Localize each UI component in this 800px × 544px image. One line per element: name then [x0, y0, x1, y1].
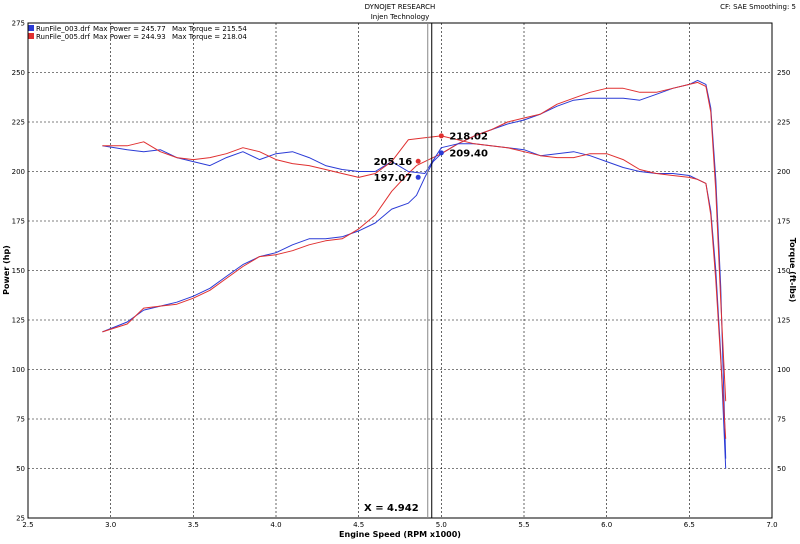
annotation-marker: [438, 133, 444, 139]
annotations: 218.02 209.40 205.16 197.07: [374, 131, 488, 183]
x-tick-label: 6.5: [684, 521, 695, 529]
y-tick-label: 250: [12, 69, 25, 77]
x-tick-label: 7.0: [766, 521, 777, 529]
cursor-readout: X = 4.942: [364, 503, 419, 514]
x-tick-label: 6.0: [601, 521, 612, 529]
legend-file-run-003: RunFile_003.drf: [36, 25, 91, 33]
chart-subtitle: Injen Technology: [371, 13, 430, 21]
y2-tick-label: 75: [777, 416, 786, 424]
series-line-runfile-003-drf-torque: [102, 143, 727, 469]
annotation-label: 197.07: [374, 173, 413, 184]
y-tick-label: 200: [12, 168, 25, 176]
annotation-marker: [438, 150, 444, 156]
y-tick-label: 125: [12, 317, 25, 325]
y2-tick-label: 175: [777, 218, 790, 226]
y2-axis-label: Torque (ft-lbs): [788, 238, 797, 303]
series-line-runfile-005-drf-torque: [102, 135, 727, 439]
y-tick-label: 275: [12, 20, 25, 28]
y2-tick-label: 125: [777, 317, 790, 325]
legend-power-run-005: Max Power = 244.93: [93, 33, 166, 41]
y-axis-label: Power (hp): [2, 245, 11, 295]
correction-info: CF: SAE Smoothing: 5: [720, 3, 796, 11]
y-tick-label: 175: [12, 218, 25, 226]
y-tick-label: 75: [16, 416, 25, 424]
y2-tick-label: 150: [777, 267, 790, 275]
chart-title: DYNOJET RESEARCH: [365, 3, 436, 11]
y2-tick-label: 100: [777, 366, 790, 374]
annotation-label: 218.02: [449, 131, 488, 142]
legend: RunFile_003.drf Max Power = 245.77 Max T…: [28, 25, 247, 41]
y-tick-label: 25: [16, 515, 25, 523]
annotation-label: 209.40: [449, 148, 488, 159]
y-tick-label: 50: [16, 465, 25, 473]
annotation-label: 205.16: [374, 157, 413, 168]
series-lines: [102, 79, 727, 469]
legend-torque-run-005: Max Torque = 218.04: [172, 33, 247, 41]
legend-torque-run-003: Max Torque = 215.54: [172, 25, 247, 33]
x-tick-label: 3.0: [105, 521, 116, 529]
x-tick-label: 3.5: [188, 521, 199, 529]
y-tick-label: 100: [12, 366, 25, 374]
y2-tick-label: 225: [777, 119, 790, 127]
y2-tick-label: 200: [777, 168, 790, 176]
x-tick-label: 4.0: [270, 521, 281, 529]
legend-swatch-run-003: [28, 25, 34, 31]
annotation-marker: [415, 158, 421, 164]
x-tick-label: 5.0: [436, 521, 447, 529]
x-tick-label: 5.5: [518, 521, 529, 529]
legend-power-run-003: Max Power = 245.77: [93, 25, 166, 33]
y2-tick-label: 250: [777, 69, 790, 77]
grid: [28, 23, 772, 518]
y2-tick-label: 50: [777, 465, 786, 473]
x-tick-label: 4.5: [353, 521, 364, 529]
legend-file-run-005: RunFile_005.drf: [36, 33, 91, 41]
legend-swatch-run-005: [28, 33, 34, 39]
axis-ticks: 2.5 3.0 3.5 4.0 4.5 5.0 5.5 6.0 6.5 7.0 25 50 75 100 1…: [12, 20, 791, 530]
y-tick-label: 225: [12, 119, 25, 127]
x-axis-label: Engine Speed (RPM x1000): [339, 530, 461, 539]
x-tick-label: 2.5: [22, 521, 33, 529]
series-line-runfile-003-drf-power: [102, 79, 727, 459]
plot-frame: [27, 22, 773, 519]
series-line-runfile-005-drf-power: [102, 81, 727, 402]
annotation-marker: [415, 174, 421, 180]
y-tick-label: 150: [12, 267, 25, 275]
